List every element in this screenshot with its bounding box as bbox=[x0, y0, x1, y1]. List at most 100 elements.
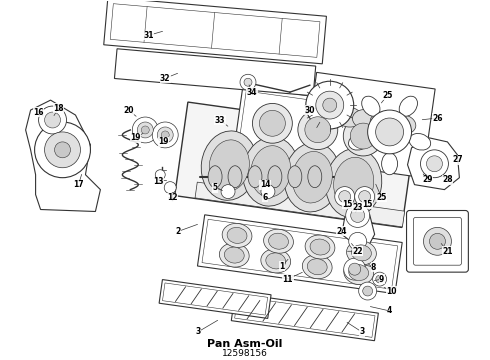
Circle shape bbox=[39, 106, 67, 134]
Circle shape bbox=[359, 190, 370, 203]
Text: 13: 13 bbox=[153, 177, 164, 186]
Ellipse shape bbox=[334, 157, 374, 209]
Ellipse shape bbox=[243, 137, 299, 206]
Circle shape bbox=[157, 127, 173, 143]
Text: 9: 9 bbox=[379, 275, 384, 284]
Circle shape bbox=[429, 233, 445, 249]
Ellipse shape bbox=[302, 255, 332, 279]
Text: 34: 34 bbox=[247, 88, 257, 97]
Text: 19: 19 bbox=[158, 138, 169, 147]
Ellipse shape bbox=[201, 131, 257, 200]
Ellipse shape bbox=[310, 239, 330, 255]
Text: 24: 24 bbox=[337, 227, 347, 236]
Text: 32: 32 bbox=[160, 74, 171, 83]
Text: 3: 3 bbox=[359, 327, 364, 336]
Text: 12598156: 12598156 bbox=[222, 349, 268, 358]
Ellipse shape bbox=[252, 103, 293, 143]
Text: 17: 17 bbox=[73, 180, 84, 189]
Polygon shape bbox=[234, 86, 406, 174]
Text: 19: 19 bbox=[130, 134, 141, 143]
Circle shape bbox=[240, 74, 256, 90]
Ellipse shape bbox=[266, 253, 286, 269]
Text: 14: 14 bbox=[260, 180, 270, 189]
Circle shape bbox=[221, 185, 235, 199]
Text: 5: 5 bbox=[213, 183, 218, 192]
Ellipse shape bbox=[261, 249, 291, 273]
Ellipse shape bbox=[222, 224, 252, 247]
Circle shape bbox=[363, 286, 372, 296]
Ellipse shape bbox=[308, 166, 322, 188]
Circle shape bbox=[45, 132, 80, 168]
Ellipse shape bbox=[288, 166, 302, 188]
Polygon shape bbox=[159, 280, 271, 319]
Ellipse shape bbox=[317, 104, 345, 125]
Text: 28: 28 bbox=[442, 175, 453, 184]
FancyBboxPatch shape bbox=[407, 211, 468, 272]
Circle shape bbox=[54, 142, 71, 158]
Ellipse shape bbox=[346, 241, 376, 265]
Ellipse shape bbox=[350, 123, 376, 149]
Circle shape bbox=[306, 81, 354, 129]
Ellipse shape bbox=[228, 166, 242, 188]
Circle shape bbox=[339, 190, 351, 203]
Ellipse shape bbox=[335, 107, 363, 127]
Circle shape bbox=[152, 122, 178, 148]
Text: 2: 2 bbox=[175, 227, 181, 236]
Ellipse shape bbox=[348, 134, 370, 150]
Text: 16: 16 bbox=[33, 108, 44, 117]
Ellipse shape bbox=[298, 110, 338, 149]
Ellipse shape bbox=[284, 143, 340, 212]
Circle shape bbox=[376, 118, 404, 146]
Text: 11: 11 bbox=[283, 275, 293, 284]
Ellipse shape bbox=[259, 111, 285, 136]
Circle shape bbox=[161, 131, 169, 139]
Circle shape bbox=[372, 272, 387, 286]
Ellipse shape bbox=[343, 116, 383, 156]
Ellipse shape bbox=[399, 96, 417, 116]
Text: 23: 23 bbox=[352, 203, 363, 212]
Ellipse shape bbox=[388, 114, 416, 135]
Ellipse shape bbox=[382, 153, 397, 175]
Polygon shape bbox=[197, 215, 402, 294]
Circle shape bbox=[323, 98, 337, 112]
Polygon shape bbox=[115, 49, 316, 96]
Circle shape bbox=[346, 203, 369, 228]
Polygon shape bbox=[25, 100, 100, 211]
Ellipse shape bbox=[307, 259, 327, 275]
Ellipse shape bbox=[292, 152, 332, 203]
Text: 31: 31 bbox=[143, 31, 153, 40]
Circle shape bbox=[355, 186, 375, 207]
Text: 33: 33 bbox=[215, 116, 225, 125]
Text: 29: 29 bbox=[422, 175, 433, 184]
Text: 10: 10 bbox=[386, 287, 397, 296]
Circle shape bbox=[368, 110, 412, 154]
Text: 30: 30 bbox=[305, 105, 315, 114]
Text: 25: 25 bbox=[376, 193, 387, 202]
Ellipse shape bbox=[326, 148, 382, 218]
Text: 1: 1 bbox=[279, 262, 285, 271]
Circle shape bbox=[423, 228, 451, 255]
Text: 15: 15 bbox=[343, 200, 353, 209]
Ellipse shape bbox=[224, 247, 244, 263]
Ellipse shape bbox=[227, 228, 247, 243]
Text: 8: 8 bbox=[371, 263, 376, 272]
Circle shape bbox=[420, 150, 448, 178]
Ellipse shape bbox=[264, 229, 294, 253]
Text: Pan Asm-Oil: Pan Asm-Oil bbox=[207, 339, 283, 349]
Circle shape bbox=[261, 185, 275, 199]
Ellipse shape bbox=[269, 233, 289, 249]
Polygon shape bbox=[231, 293, 378, 341]
Ellipse shape bbox=[248, 166, 262, 188]
Circle shape bbox=[155, 170, 165, 180]
Polygon shape bbox=[304, 72, 435, 177]
Circle shape bbox=[141, 126, 149, 134]
Ellipse shape bbox=[251, 146, 291, 197]
Ellipse shape bbox=[305, 235, 335, 259]
Circle shape bbox=[426, 156, 442, 172]
Circle shape bbox=[376, 275, 384, 283]
Ellipse shape bbox=[349, 265, 368, 280]
Ellipse shape bbox=[305, 117, 331, 143]
Ellipse shape bbox=[209, 140, 249, 192]
Circle shape bbox=[343, 258, 366, 280]
Text: 18: 18 bbox=[53, 104, 64, 113]
